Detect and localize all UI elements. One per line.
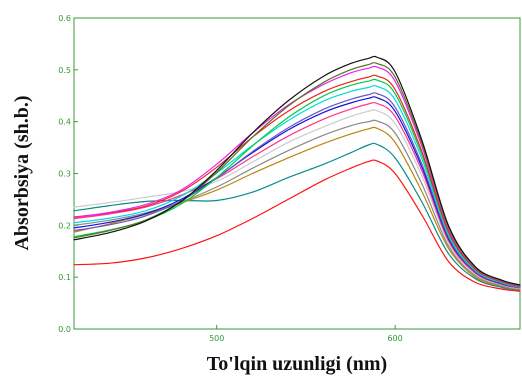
spectrum-line-2 [73, 142, 521, 291]
y-tick-label: 0.0 [58, 325, 71, 334]
spectrum-line-7 [73, 96, 521, 289]
spectrum-line-10 [73, 78, 521, 288]
spectrum-line-11 [73, 74, 521, 288]
spectrum-line-1 [73, 159, 521, 292]
spectrum-line-4 [73, 119, 521, 290]
spectrum-line-12 [73, 65, 521, 287]
x-tick-label: 600 [387, 334, 402, 343]
x-axis-title: To'lqin uzunligi (nm) [207, 353, 387, 375]
spectrum-line-9 [73, 84, 521, 288]
y-tick-label: 0.4 [58, 118, 71, 127]
ticks-group: 0.0 0.1 0.2 0.3 0.4 0.5 0.6 500 600 [58, 14, 402, 343]
plot-frame [73, 17, 521, 330]
y-tick-label: 0.1 [58, 273, 71, 282]
spectrum-line-5 [73, 109, 521, 290]
y-tick-label: 0.3 [58, 170, 71, 179]
spectrum-line-6 [73, 101, 521, 289]
y-tick-label: 0.5 [58, 66, 71, 75]
x-tick-label: 500 [209, 334, 224, 343]
y-tick-label: 0.2 [58, 221, 71, 230]
y-tick-label: 0.6 [58, 14, 71, 23]
y-axis-title: Absorbsiya (sh.b.) [11, 95, 33, 250]
series-group [73, 55, 521, 292]
spectrum-line-8 [73, 92, 521, 289]
spectrum-line-14 [73, 55, 521, 286]
